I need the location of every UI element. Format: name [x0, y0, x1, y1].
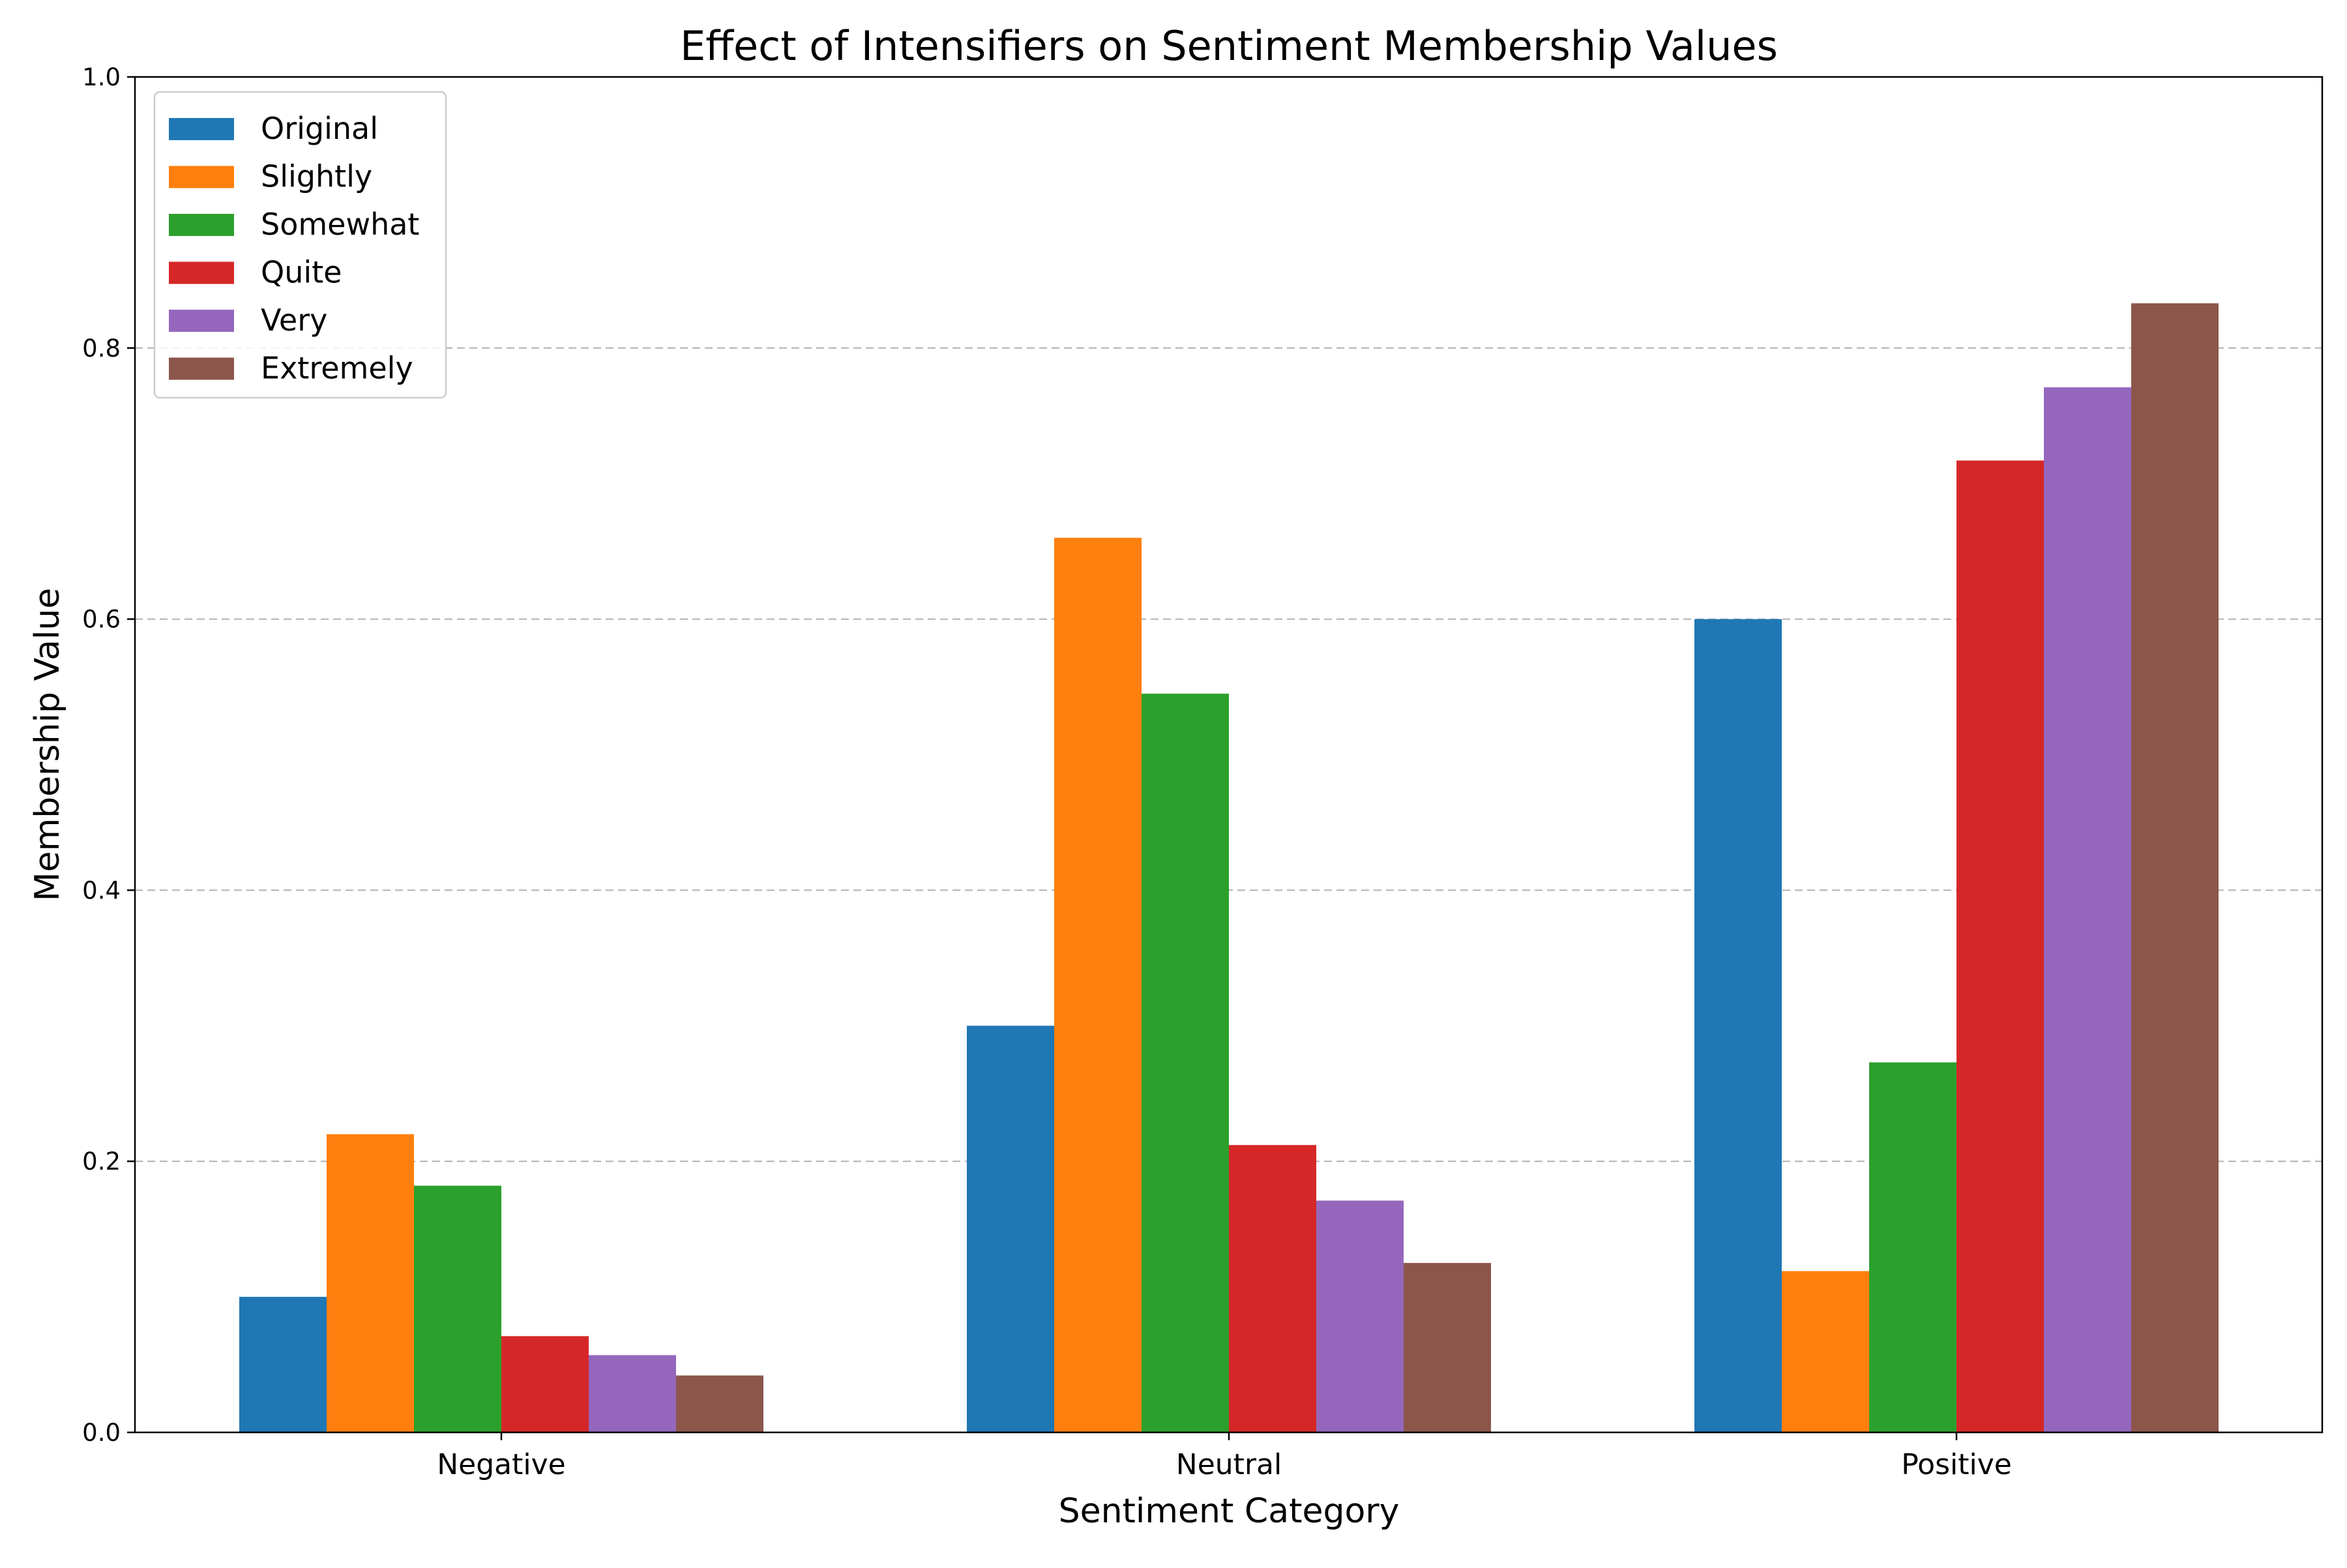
- bar-somewhat-neutral: [1142, 693, 1229, 1432]
- bar-quite-negative: [501, 1336, 589, 1432]
- bar-slightly-neutral: [1054, 537, 1142, 1432]
- x-axis-label: Sentiment Category: [1059, 1492, 1400, 1531]
- legend-label-somewhat: Somewhat: [261, 207, 419, 242]
- bar-quite-neutral: [1229, 1145, 1316, 1432]
- legend: Original Slightly Somewhat Quite Very Extreme…: [153, 91, 447, 399]
- legend-swatch-very: [169, 310, 234, 332]
- y-tick-label: 0.4: [82, 876, 121, 904]
- bar-original-positive: [1694, 619, 1782, 1432]
- bar-original-negative: [239, 1297, 327, 1432]
- legend-label-quite: Quite: [261, 255, 342, 290]
- bars-layer: [239, 303, 2219, 1433]
- legend-label-slightly: Slightly: [261, 159, 372, 194]
- legend-label-extremely: Extremely: [261, 351, 413, 386]
- bar-extremely-neutral: [1404, 1263, 1491, 1432]
- bar-very-negative: [589, 1355, 676, 1432]
- bar-very-positive: [2044, 387, 2131, 1432]
- bar-extremely-positive: [2131, 303, 2219, 1432]
- bar-very-neutral: [1316, 1200, 1404, 1432]
- x-tick-label: Positive: [1901, 1448, 2012, 1481]
- bar-somewhat-negative: [414, 1185, 501, 1432]
- y-tick-label: 1.0: [82, 63, 121, 91]
- chart-title: Effect of Intensifiers on Sentiment Memb…: [680, 22, 1778, 70]
- bar-slightly-positive: [1782, 1271, 1869, 1432]
- bar-slightly-negative: [327, 1134, 414, 1432]
- legend-swatch-slightly: [169, 166, 234, 188]
- legend-swatch-original: [169, 118, 234, 140]
- bar-extremely-negative: [676, 1375, 763, 1432]
- legend-swatch-somewhat: [169, 214, 234, 236]
- bar-quite-positive: [1956, 460, 2044, 1433]
- bar-original-neutral: [967, 1026, 1054, 1432]
- x-tick-label: Neutral: [1176, 1448, 1282, 1481]
- y-tick-label: 0.8: [82, 334, 121, 362]
- legend-swatch-extremely: [169, 357, 234, 380]
- legend-label-very: Very: [261, 303, 327, 338]
- bar-somewhat-positive: [1869, 1062, 1956, 1432]
- x-tick-label: Negative: [437, 1448, 565, 1481]
- legend-label-original: Original: [261, 111, 378, 146]
- legend-swatch-quite: [169, 261, 234, 284]
- y-axis-label: Membership Value: [28, 588, 67, 902]
- y-tick-label: 0.6: [82, 606, 121, 634]
- y-tick-label: 0.0: [82, 1419, 121, 1447]
- y-tick-label: 0.2: [82, 1147, 121, 1176]
- ticks-layer: 0.0 0.2 0.4 0.6 0.8 1.0 Negative Neutral Positiv…: [82, 63, 2012, 1481]
